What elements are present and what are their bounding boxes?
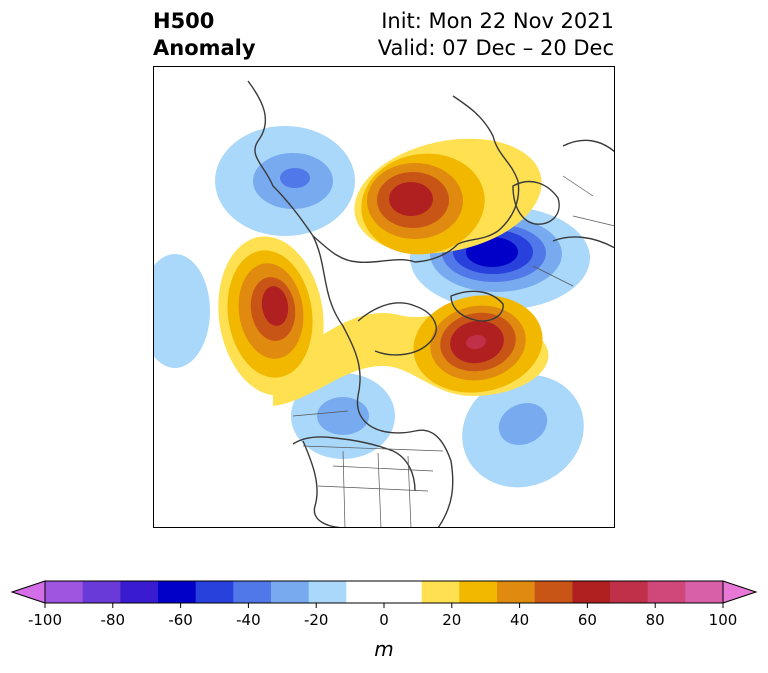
colorbar-bin	[497, 581, 536, 603]
colorbar-tick-label: -20	[304, 611, 329, 629]
anomaly-map	[153, 66, 615, 528]
colorbar-tick-label: 0	[379, 611, 389, 629]
map-frame	[153, 66, 615, 528]
colorbar-bin	[271, 581, 310, 603]
anomaly-low-siberia	[215, 126, 355, 236]
anomaly-high-arctic	[354, 138, 542, 255]
valid-date-label: Valid: 07 Dec – 20 Dec	[377, 36, 614, 60]
colorbar-tick-label: -100	[28, 611, 62, 629]
colorbar-bin	[158, 581, 197, 603]
anomaly-high-north-atlantic	[413, 295, 543, 393]
anomaly-label: Anomaly	[153, 36, 256, 60]
colorbar-bin	[45, 581, 84, 603]
colorbar-bin	[120, 581, 159, 603]
colorbar-bin	[610, 581, 649, 603]
colorbar-tick-label: 100	[709, 611, 738, 629]
colorbar-bin	[195, 581, 234, 603]
init-date-label: Init: Mon 22 Nov 2021	[381, 9, 614, 33]
colorbar-bin	[82, 581, 121, 603]
colorbar: -100 -80 -60 -40 -20 0 20 40 60 80 100 m	[10, 580, 758, 661]
colorbar-bin	[346, 581, 385, 603]
anomaly-low-atlantic	[462, 374, 584, 488]
colorbar-bin	[233, 581, 272, 603]
colorbar-bin	[647, 581, 686, 603]
country-borders	[292, 175, 615, 528]
colorbar-tick-label: 20	[442, 611, 461, 629]
colorbar-bins	[45, 581, 724, 603]
colorbar-tick-label: 80	[646, 611, 665, 629]
colorbar-bin	[384, 581, 423, 603]
colorbar-bin	[572, 581, 611, 603]
variable-label: H500	[153, 9, 215, 33]
colorbar-tick-label: 40	[510, 611, 529, 629]
colorbar-tick-label: -40	[236, 611, 261, 629]
colorbar-unit-label: m	[374, 637, 393, 661]
colorbar-bin	[534, 581, 573, 603]
colorbar-tick-label: -80	[101, 611, 126, 629]
colorbar-ticks: -100 -80 -60 -40 -20 0 20 40 60 80 100	[28, 603, 737, 629]
coastlines	[247, 80, 615, 528]
colorbar-bin	[421, 581, 460, 603]
colorbar-bin	[308, 581, 347, 603]
anomaly-high-alaska	[218, 236, 324, 396]
colorbar-bin	[685, 581, 724, 603]
colorbar-extend-min	[10, 580, 46, 604]
colorbar-tick-label: -60	[168, 611, 193, 629]
anomaly-low-pacific	[153, 254, 210, 368]
colorbar-extend-max	[722, 580, 758, 604]
colorbar-tick-label: 60	[578, 611, 597, 629]
plot-title-left: H500 Anomaly	[153, 8, 256, 62]
plot-title-right: Init: Mon 22 Nov 2021 Valid: 07 Dec – 20…	[378, 8, 614, 62]
colorbar-bin	[459, 581, 498, 603]
